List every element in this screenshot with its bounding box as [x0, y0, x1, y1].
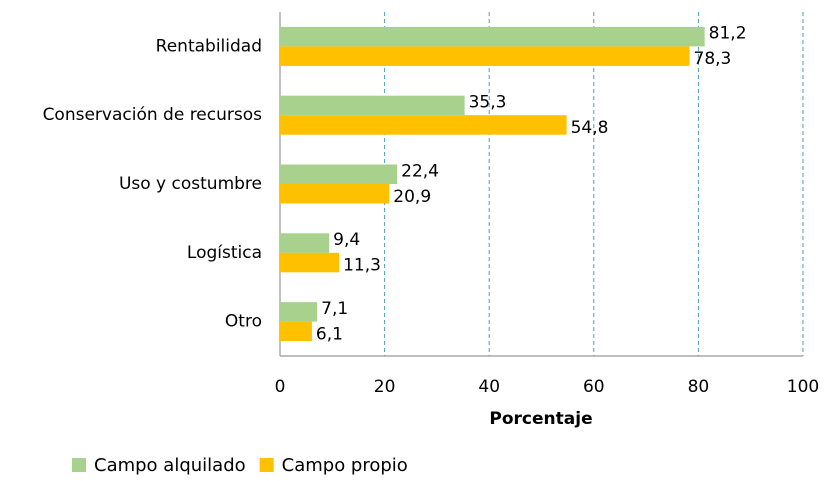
legend-swatch	[72, 458, 86, 472]
bar	[280, 321, 312, 342]
bar	[280, 184, 390, 204]
y-tick-label: Conservación de recursos	[43, 105, 263, 125]
x-tick-label: 60	[583, 377, 605, 397]
y-tick-label: Uso y costumbre	[119, 174, 262, 194]
x-tick-label: 20	[374, 377, 396, 397]
x-tick-label: 0	[275, 377, 286, 397]
legend-swatch	[259, 458, 274, 472]
legend-label: Campo alquilado	[94, 455, 246, 476]
data-label: 81,2	[709, 24, 747, 44]
bar	[280, 115, 567, 135]
data-label: 9,4	[333, 230, 360, 250]
data-label: 20,9	[393, 187, 431, 207]
data-label: 6,1	[316, 324, 343, 344]
x-tick-label: 40	[478, 377, 500, 397]
data-label: 22,4	[401, 161, 439, 181]
x-axis-title: Porcentaje	[489, 409, 592, 429]
bar	[280, 252, 340, 273]
data-label: 11,3	[343, 256, 381, 276]
bar	[280, 26, 705, 47]
data-label: 54,8	[571, 118, 609, 138]
bar	[280, 46, 690, 66]
bar	[280, 164, 398, 184]
data-label: 35,3	[469, 92, 507, 112]
bar	[280, 302, 318, 322]
y-tick-label: Logística	[187, 243, 262, 263]
bar	[280, 233, 330, 253]
bar	[280, 95, 465, 116]
y-tick-label: Rentabilidad	[156, 36, 262, 56]
data-label: 78,3	[694, 49, 732, 69]
data-label: 7,1	[321, 299, 348, 319]
y-tick-label: Otro	[225, 312, 262, 332]
x-tick-label: 100	[787, 377, 819, 397]
x-tick-label: 80	[688, 377, 710, 397]
legend-label: Campo propio	[282, 455, 408, 476]
